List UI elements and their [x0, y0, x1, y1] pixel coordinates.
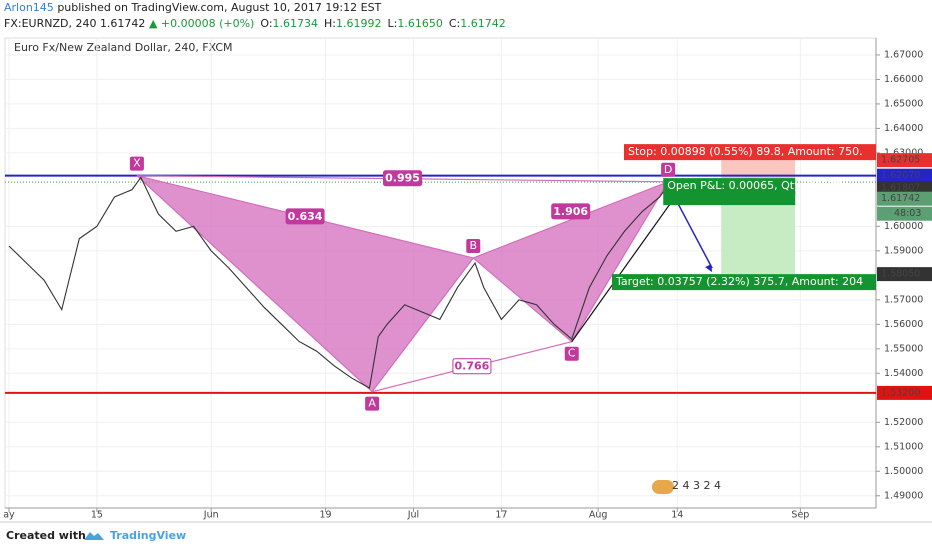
point-box — [129, 156, 144, 171]
y-tick-label: 1.63000 — [884, 147, 923, 158]
price-badge — [877, 267, 932, 282]
change: ▲ +0.00008 (+0%) — [149, 17, 254, 30]
ohlc-key: C: — [449, 17, 460, 30]
footer-created: Created with — [6, 529, 86, 542]
symbol: FX:EURNZD, 240 — [4, 17, 96, 30]
x-tick-label: Sep — [791, 510, 809, 521]
point-box — [365, 396, 380, 411]
y-tick-label: 1.49000 — [884, 490, 923, 501]
price-badge-label: 1.58050 — [881, 269, 920, 280]
chart-title: Euro Fx/New Zealand Dollar, 240, FXCM — [14, 41, 233, 54]
brand-logo — [84, 532, 104, 540]
ohlc-key: O: — [260, 17, 272, 30]
events-icon — [652, 480, 674, 494]
price-badge — [877, 191, 932, 206]
price-badge-label: 1.62070 — [881, 170, 920, 181]
point-box — [661, 162, 676, 177]
y-tick-label: 1.66000 — [884, 74, 923, 85]
ratio-box — [551, 203, 591, 220]
point-box — [564, 346, 579, 361]
position-box — [612, 274, 876, 291]
ratio-box — [285, 208, 325, 225]
y-tick-label: 1.65000 — [884, 98, 923, 109]
position-text: Stop: 0.00898 (0.55%) 89.8, Amount: 750. — [628, 145, 863, 158]
y-tick-label: 1.52000 — [884, 417, 923, 428]
price-badge — [877, 153, 932, 168]
y-tick-label: 1.55000 — [884, 343, 923, 354]
ratio-box — [383, 170, 423, 187]
last: 1.61742 — [100, 17, 146, 30]
price-badge-label: 1.61807 — [881, 183, 920, 194]
pattern-bcd — [472, 180, 670, 343]
point-label: A — [368, 397, 376, 410]
point-label: D — [664, 163, 672, 176]
ohlc-value: 1.61650 — [397, 17, 443, 30]
position-text: Target: 0.03757 (2.32%) 375.7, Amount: 2… — [615, 275, 863, 288]
ohlc-value: 1.61992 — [336, 17, 382, 30]
ratio-box — [452, 358, 492, 375]
ratio-label: 1.906 — [553, 205, 588, 218]
y-tick-label: 1.64000 — [884, 123, 923, 134]
footer-brand[interactable]: TradingView — [110, 529, 186, 542]
projection-arrow — [677, 203, 713, 269]
ratio-label: 0.634 — [288, 210, 323, 223]
header-line-2: FX:EURNZD, 240 1.61742 ▲ +0.00008 (+0%) O… — [4, 17, 506, 30]
ohlc-key: H: — [324, 17, 336, 30]
countdown: 48:03 — [894, 208, 921, 219]
author[interactable]: Arlon145 — [4, 1, 54, 14]
position-text: Open P&L: 0.00065, Qty: 27839 — [667, 179, 842, 192]
price-badge — [877, 385, 932, 400]
position-box — [624, 144, 876, 161]
y-tick-label: 1.60000 — [884, 221, 923, 232]
price-badge — [877, 168, 932, 183]
ohlc-value: 1.61742 — [460, 17, 506, 30]
published: published on TradingView.com, August 10,… — [57, 1, 381, 14]
y-tick-label: 1.67000 — [884, 49, 923, 60]
arrow-head — [705, 264, 713, 273]
header-line-1: Arlon145 published on TradingView.com, A… — [4, 1, 382, 14]
y-tick-label: 1.56000 — [884, 319, 923, 330]
y-tick-label: 1.50000 — [884, 466, 923, 477]
point-label: X — [133, 157, 141, 170]
position-box — [663, 191, 796, 206]
point-label: C — [568, 347, 576, 360]
x-tick-label: Jun — [203, 510, 219, 521]
point-box — [466, 238, 481, 253]
y-tick-label: 1.57000 — [884, 294, 923, 305]
events: 2 4 3 2 4 — [672, 479, 721, 492]
trend-line — [571, 189, 681, 343]
ratio-label: 0.995 — [385, 172, 420, 185]
ohlc-value: 1.61734 — [273, 17, 319, 30]
x-tick-label: Aug — [589, 510, 608, 521]
x-tick-label: 17 — [495, 510, 507, 521]
x-tick-label: Jul — [407, 510, 419, 521]
y-tick-label: 1.51000 — [884, 441, 923, 452]
x-tick-label: 14 — [671, 510, 683, 521]
ohlc-key: L: — [388, 17, 398, 30]
price-badge-label: 1.53200 — [881, 387, 920, 398]
countdown-badge — [877, 206, 932, 221]
position-box — [663, 178, 796, 195]
point-label: B — [469, 239, 477, 252]
x-tick-label: 19 — [319, 510, 331, 521]
price-badge-label: 1.61742 — [881, 193, 920, 204]
y-tick-label: 1.59000 — [884, 245, 923, 256]
x-tick-label: ay — [3, 510, 15, 521]
y-tick-label: 1.54000 — [884, 368, 923, 379]
x-tick-label: 15 — [91, 510, 103, 521]
price-line — [8, 176, 669, 389]
ratio-label: 0.766 — [455, 360, 490, 373]
price-badge — [877, 181, 932, 196]
price-badge-label: 1.62705 — [881, 155, 920, 166]
